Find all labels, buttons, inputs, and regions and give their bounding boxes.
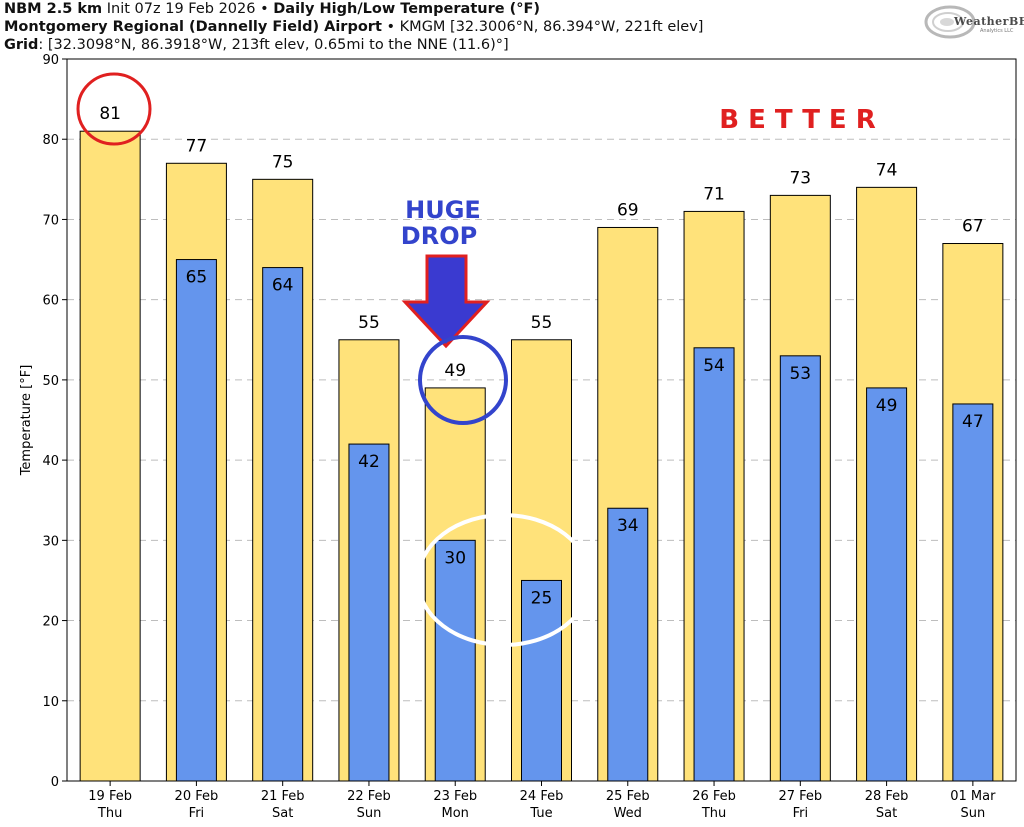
high-temp-label: 73 (789, 168, 811, 188)
low-temp-bar (779, 355, 821, 782)
x-tick-weekday: Sat (876, 806, 897, 821)
high-temp-label: 67 (962, 217, 984, 237)
huge-annotation: HUGE (405, 196, 481, 224)
y-tick-label: 10 (42, 695, 59, 710)
high-temp-bar (79, 130, 141, 782)
bars (79, 130, 1004, 782)
low-temp-label: 49 (876, 396, 898, 416)
y-tick-label: 50 (42, 374, 59, 389)
low-temp-label: 25 (531, 588, 553, 608)
low-temp-label: 64 (272, 276, 294, 296)
better-annotation: BETTER (719, 105, 884, 135)
x-tick-date: 25 Feb (606, 789, 650, 804)
x-tick-date: 24 Feb (520, 789, 564, 804)
high-temp-label: 55 (531, 313, 553, 333)
x-tick-date: 01 Mar (950, 789, 996, 804)
init-time: Init 07z 19 Feb 2026 (106, 1, 256, 17)
x-tick-date: 23 Feb (433, 789, 477, 804)
header-line-1: NBM 2.5 km Init 07z 19 Feb 2026 • Daily … (4, 0, 904, 18)
y-axis: 0 10 20 30 40 50 60 70 80 90 (42, 53, 67, 790)
low-temp-bar (952, 403, 994, 782)
low-temp-label: 65 (186, 268, 208, 288)
low-temp-label: 47 (962, 412, 984, 432)
value-labels: 81 77 65 75 64 55 42 49 30 55 25 69 34 71 54 73 53 74 49 67… (99, 104, 983, 608)
y-tick-label: 60 (42, 294, 59, 309)
grid-label: Grid (4, 37, 39, 53)
drop-annotation: DROP (401, 222, 477, 250)
separator: • (386, 19, 396, 35)
high-temp-label: 77 (186, 136, 208, 156)
blue-highlight-circle (418, 335, 508, 425)
low-temp-bar (434, 539, 476, 782)
weatherbell-logo: WeatherBELL Analytics LLC (922, 2, 1024, 40)
y-tick-label: 80 (42, 133, 59, 148)
logo-subtext: Analytics LLC (980, 28, 1014, 34)
station-detail: KMGM [32.3006°N, 86.394°W, 221ft elev] (399, 19, 704, 35)
x-tick-weekday: Fri (189, 806, 205, 821)
x-tick-weekday: Sun (960, 806, 985, 821)
low-temp-bar (866, 387, 908, 782)
y-tick-label: 40 (42, 454, 59, 469)
logo-text: WeatherBELL (954, 15, 1024, 28)
annotations: BETTER HUGE DROP (76, 72, 884, 647)
low-temp-bar (348, 443, 390, 782)
chart-title: Daily High/Low Temperature (°F) (273, 1, 541, 17)
chart-header: NBM 2.5 km Init 07z 19 Feb 2026 • Daily … (4, 0, 904, 54)
x-tick-weekday: Mon (442, 806, 469, 821)
model-name: NBM 2.5 km (4, 1, 103, 17)
low-temp-bar (521, 579, 562, 782)
down-arrow-icon (401, 254, 491, 349)
high-temp-label: 74 (876, 160, 898, 180)
high-temp-label: 55 (358, 313, 380, 333)
low-temp-bar (262, 267, 304, 782)
x-tick-date: 28 Feb (865, 789, 909, 804)
separator: • (260, 1, 269, 17)
header-line-2: Montgomery Regional (Dannelly Field) Air… (4, 18, 904, 36)
y-tick-label: 30 (42, 534, 59, 549)
white-highlight-circle (416, 513, 592, 647)
x-tick-weekday: Thu (701, 806, 726, 821)
y-axis-label: Temperature [°F] (19, 365, 34, 477)
low-temp-label: 34 (617, 516, 639, 536)
low-temp-label: 54 (703, 356, 725, 376)
high-temp-label: 69 (617, 200, 639, 220)
y-tick-label: 0 (51, 775, 59, 790)
x-tick-weekday: Fri (793, 806, 809, 821)
high-temp-label: 81 (99, 104, 121, 124)
x-tick-date: 26 Feb (692, 789, 736, 804)
low-temp-label: 42 (358, 452, 380, 472)
x-tick-date: 27 Feb (778, 789, 822, 804)
x-tick-weekday: Wed (614, 806, 642, 821)
header-line-3: Grid: [32.3098°N, 86.3918°W, 213ft elev,… (4, 36, 904, 54)
x-tick-weekday: Sun (357, 806, 382, 821)
x-tick-weekday: Thu (97, 806, 122, 821)
logo-swirl-icon (924, 5, 976, 39)
x-tick-date: 21 Feb (261, 789, 305, 804)
high-temp-label: 49 (444, 361, 466, 381)
x-tick-weekday: Tue (529, 806, 552, 821)
y-tick-label: 20 (42, 615, 59, 630)
x-tick-date: 19 Feb (88, 789, 132, 804)
x-tick-date: 22 Feb (347, 789, 391, 804)
y-tick-label: 90 (42, 53, 59, 68)
red-highlight-circle (76, 72, 152, 146)
y-tick-label: 70 (42, 213, 59, 228)
station-name: Montgomery Regional (Dannelly Field) Air… (4, 19, 382, 35)
x-axis: 19 Feb Thu 20 Feb Fri 21 Feb Sat 22 Feb Sun 23 F… (88, 781, 996, 821)
high-temp-label: 71 (703, 184, 725, 204)
low-temp-bar (693, 347, 735, 782)
grid-detail: : [32.3098°N, 86.3918°W, 213ft elev, 0.6… (38, 37, 509, 53)
low-temp-bar (607, 507, 649, 782)
low-temp-bar (175, 259, 217, 782)
high-temp-label: 75 (272, 152, 294, 172)
low-temp-label: 30 (444, 548, 466, 568)
x-tick-date: 20 Feb (175, 789, 219, 804)
low-temp-label: 53 (789, 364, 811, 384)
x-tick-weekday: Sat (272, 806, 293, 821)
